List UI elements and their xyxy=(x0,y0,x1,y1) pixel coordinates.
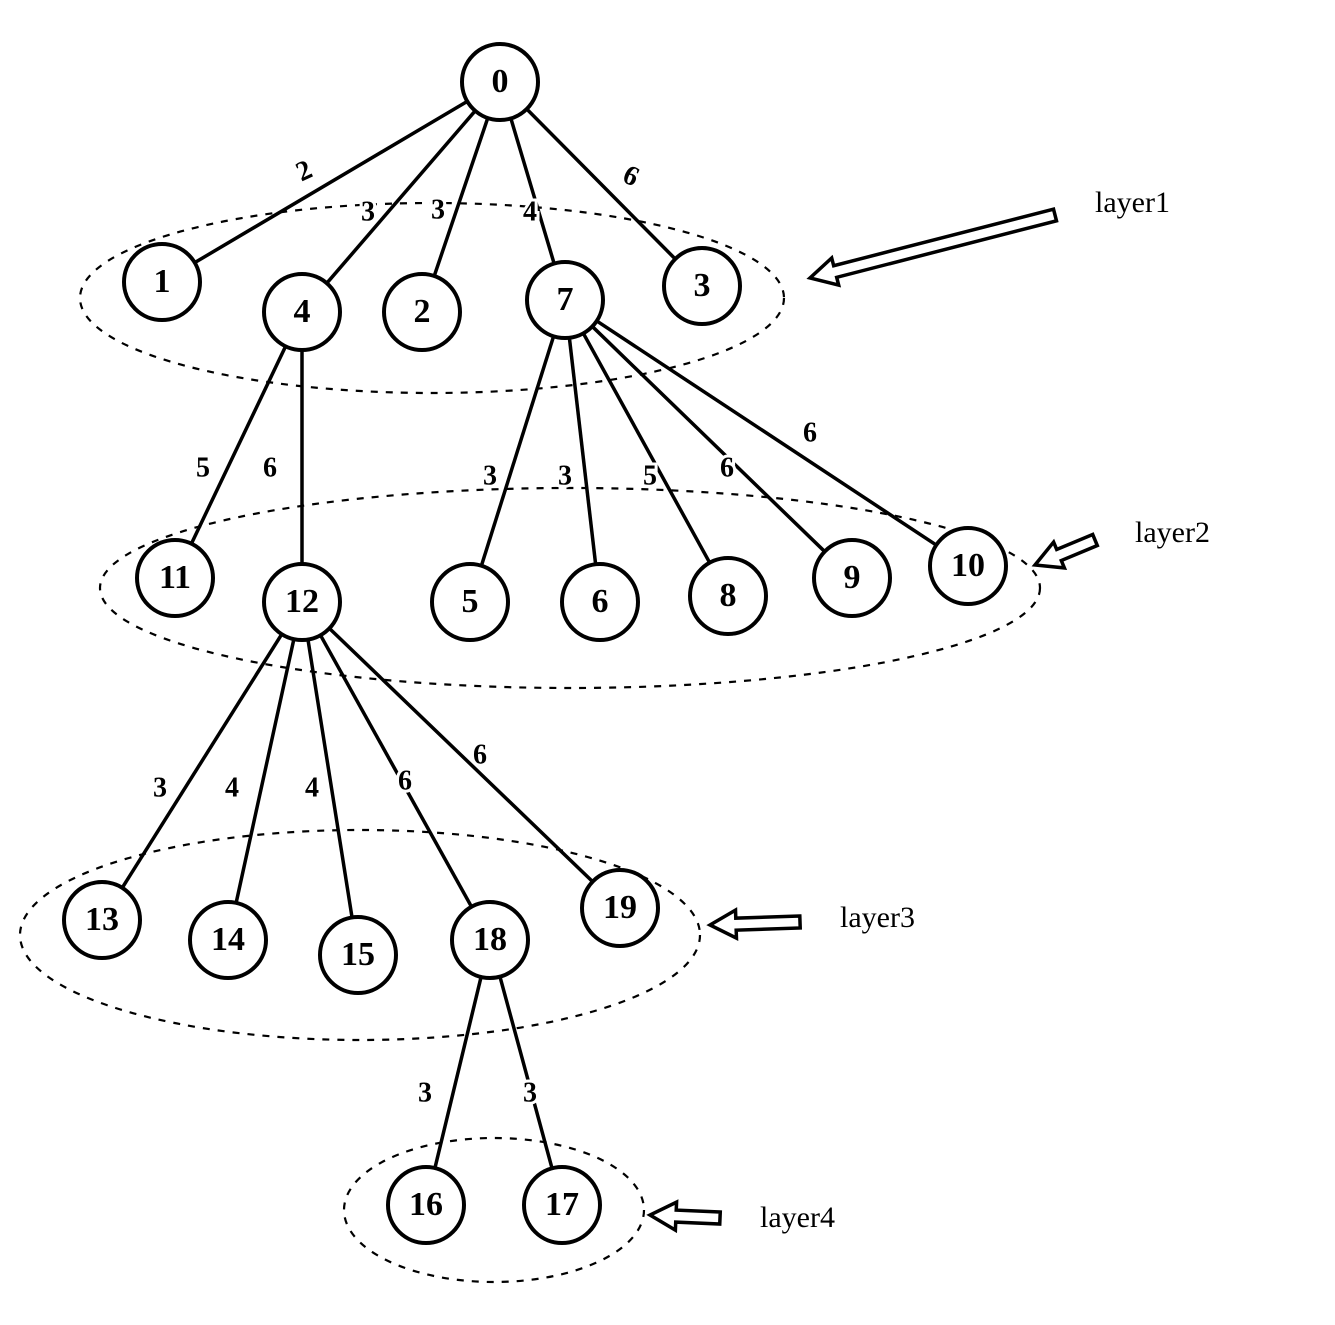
edge-label-4-11: 5 xyxy=(196,452,210,483)
layer-label-layer4: layer4 xyxy=(760,1201,835,1234)
layer-label-layer2: layer2 xyxy=(1135,516,1210,549)
node-19: 19 xyxy=(582,870,658,946)
node-label: 17 xyxy=(545,1186,579,1223)
node-14: 14 xyxy=(190,902,266,978)
edge-label-18-16: 3 xyxy=(418,1077,432,1108)
node-3: 3 xyxy=(664,248,740,324)
layer-label-layer1: layer1 xyxy=(1095,186,1170,219)
node-label: 1 xyxy=(154,263,171,300)
edge-label-18-17: 3 xyxy=(523,1077,537,1108)
node-label: 14 xyxy=(211,921,245,958)
node-6: 6 xyxy=(562,564,638,640)
node-9: 9 xyxy=(814,540,890,616)
node-label: 16 xyxy=(409,1186,443,1223)
node-label: 13 xyxy=(85,901,119,938)
edge-label-0-4: 3 xyxy=(361,196,375,227)
node-0: 0 xyxy=(462,44,538,120)
node-label: 19 xyxy=(603,889,637,926)
node-label: 15 xyxy=(341,936,375,973)
node-label: 2 xyxy=(414,293,431,330)
edge-label-12-14: 4 xyxy=(225,772,239,803)
node-label: 7 xyxy=(557,281,574,318)
node-10: 10 xyxy=(930,528,1006,604)
node-2: 2 xyxy=(384,274,460,350)
edge-label-7-6: 3 xyxy=(558,460,572,491)
node-label: 10 xyxy=(951,547,985,584)
node-16: 16 xyxy=(388,1167,464,1243)
node-5: 5 xyxy=(432,564,508,640)
node-label: 12 xyxy=(285,583,319,620)
edge-label-7-5: 3 xyxy=(483,460,497,491)
node-label: 4 xyxy=(294,293,311,330)
node-18: 18 xyxy=(452,902,528,978)
node-label: 6 xyxy=(592,583,609,620)
node-13: 13 xyxy=(64,882,140,958)
node-4: 4 xyxy=(264,274,340,350)
edge-label-12-19: 6 xyxy=(473,739,487,770)
node-12: 12 xyxy=(264,564,340,640)
layer-label-layer3: layer3 xyxy=(840,901,915,934)
edge-label-7-8: 5 xyxy=(643,460,657,491)
node-8: 8 xyxy=(690,558,766,634)
node-11: 11 xyxy=(137,540,213,616)
node-label: 3 xyxy=(694,267,711,304)
node-label: 5 xyxy=(462,583,479,620)
node-7: 7 xyxy=(527,262,603,338)
node-label: 11 xyxy=(159,559,191,596)
node-label: 18 xyxy=(473,921,507,958)
edge-label-0-2: 3 xyxy=(431,194,445,225)
node-label: 0 xyxy=(492,63,509,100)
edge-label-7-10: 6 xyxy=(803,417,817,448)
node-17: 17 xyxy=(524,1167,600,1243)
edge-label-12-18: 6 xyxy=(398,765,412,796)
edge-label-7-9: 6 xyxy=(720,452,734,483)
node-1: 1 xyxy=(124,244,200,320)
edge-label-4-12: 6 xyxy=(263,452,277,483)
edge-label-12-13: 3 xyxy=(153,772,167,803)
node-label: 9 xyxy=(844,559,861,596)
node-15: 15 xyxy=(320,917,396,993)
tree-diagram: 2334656335663446633014273111256891013141… xyxy=(0,0,1335,1325)
edge-label-0-7: 4 xyxy=(523,196,537,227)
node-label: 8 xyxy=(720,577,737,614)
edge-label-12-15: 4 xyxy=(305,772,319,803)
